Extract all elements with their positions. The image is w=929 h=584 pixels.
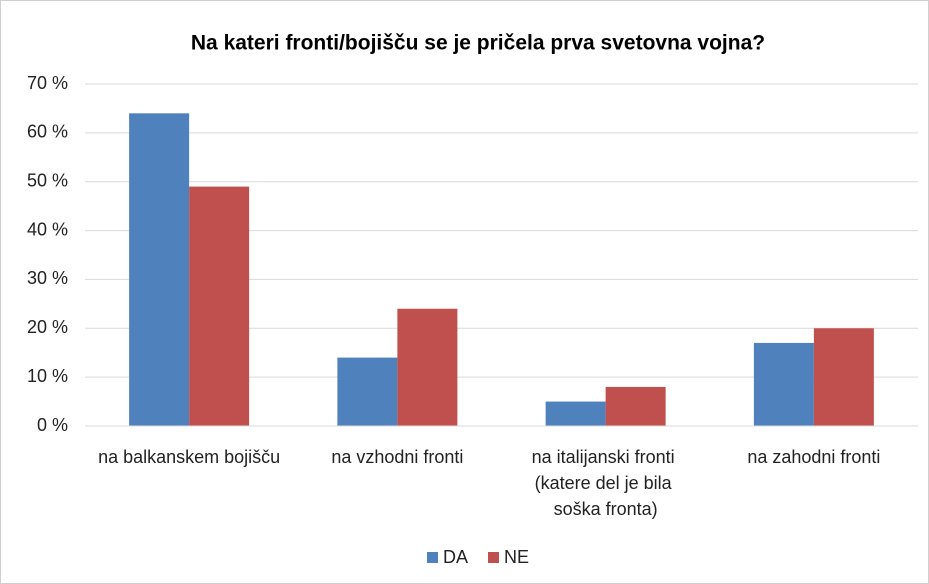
y-tick-label: 50 % (27, 170, 68, 190)
bar (337, 357, 398, 426)
bar (813, 328, 874, 426)
y-tick-label: 0 % (37, 415, 68, 435)
bar (753, 342, 814, 426)
bar (605, 386, 666, 426)
y-tick-label: 10 % (27, 366, 68, 386)
bar (129, 113, 190, 427)
x-tick-label: na italijanski fronti (katere del je bil… (532, 447, 680, 519)
legend-label: DA (443, 547, 468, 567)
legend-swatch (427, 552, 438, 563)
y-tick-label: 70 % (27, 73, 68, 93)
chart-title: Na kateri fronti/bojišču se je pričela p… (191, 32, 765, 55)
y-tick-label: 30 % (27, 268, 68, 288)
y-tick-label: 60 % (27, 122, 68, 142)
bar (189, 186, 250, 426)
legend-swatch (488, 552, 500, 563)
x-tick-label: na vzhodni fronti (331, 447, 463, 467)
bar (397, 308, 458, 426)
x-tick-label: na zahodni fronti (747, 447, 880, 467)
x-tick-label: na balkanskem bojišču (98, 447, 280, 467)
y-tick-label: 40 % (27, 219, 68, 239)
legend-label: NE (504, 547, 529, 567)
bar (545, 401, 606, 426)
y-tick-label: 20 % (27, 317, 68, 337)
